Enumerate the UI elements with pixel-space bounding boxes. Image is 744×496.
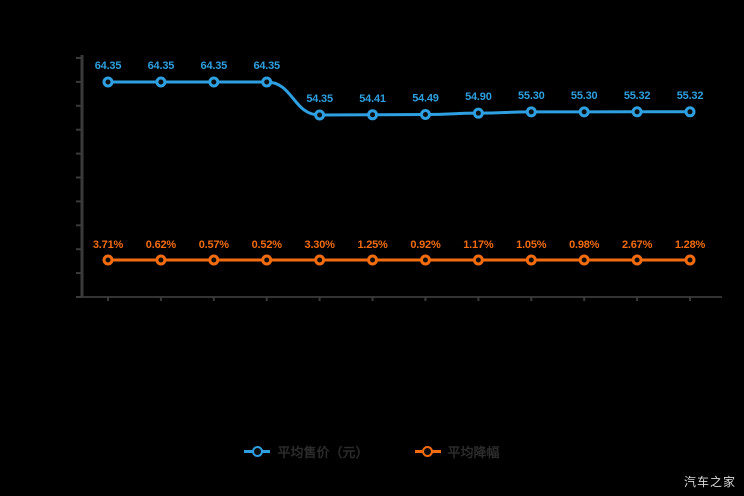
data-point-marker[interactable] <box>208 254 220 266</box>
data-label: 55.30 <box>518 90 545 102</box>
data-point-marker[interactable] <box>684 254 696 266</box>
watermark-autohome: 汽车之家 <box>683 475 736 489</box>
data-label: 1.05% <box>516 239 547 251</box>
data-point-marker[interactable] <box>472 107 484 119</box>
data-point-marker[interactable] <box>314 254 326 266</box>
legend-label-decline: 平均降幅 <box>447 445 500 461</box>
data-point-marker[interactable] <box>631 254 643 266</box>
circle-outline-marker-icon <box>414 444 441 458</box>
data-point-marker[interactable] <box>102 254 114 266</box>
series-layer <box>102 76 696 266</box>
y-axis-ticks <box>76 57 82 298</box>
data-label: 0.62% <box>146 239 177 251</box>
data-point-marker[interactable] <box>472 254 484 266</box>
data-point-marker[interactable] <box>314 109 326 121</box>
chart-axes <box>76 55 722 301</box>
data-label: 1.25% <box>357 239 388 251</box>
data-label: 64.35 <box>253 60 280 72</box>
data-label: 55.30 <box>571 90 598 102</box>
legend-item-price[interactable]: 平均售价（元） <box>244 442 369 461</box>
data-label: 64.35 <box>148 60 175 72</box>
data-label: 0.92% <box>410 239 441 251</box>
x-axis-ticks <box>107 297 691 301</box>
data-point-marker[interactable] <box>367 109 379 121</box>
data-point-marker[interactable] <box>578 106 590 118</box>
data-label: 54.41 <box>359 93 386 105</box>
data-label: 0.57% <box>199 239 230 251</box>
data-label: 0.52% <box>252 239 283 251</box>
data-label: 55.32 <box>624 90 651 102</box>
data-label: 1.17% <box>463 239 494 251</box>
data-point-marker[interactable] <box>419 109 431 121</box>
data-point-marker[interactable] <box>525 106 537 118</box>
circle-outline-marker-icon <box>244 444 271 458</box>
data-point-marker[interactable] <box>525 254 537 266</box>
data-point-marker[interactable] <box>684 106 696 118</box>
data-point-marker[interactable] <box>631 106 643 118</box>
data-label: 3.71% <box>93 239 124 251</box>
data-point-marker[interactable] <box>261 76 273 88</box>
data-point-marker[interactable] <box>102 76 114 88</box>
legend-dot-1 <box>422 445 433 457</box>
legend-item-decline[interactable]: 平均降幅 <box>414 442 500 461</box>
data-label: 1.28% <box>675 239 706 251</box>
data-label: 3.30% <box>305 239 336 251</box>
data-point-marker[interactable] <box>155 76 167 88</box>
data-label: 2.67% <box>622 239 653 251</box>
data-label: 54.49 <box>412 93 439 105</box>
data-point-marker[interactable] <box>578 254 590 266</box>
legend-dot-0 <box>251 445 263 457</box>
data-label: 54.90 <box>465 91 492 103</box>
legend-label-price: 平均售价（元） <box>277 445 369 461</box>
data-point-marker[interactable] <box>419 254 431 266</box>
data-point-marker[interactable] <box>155 254 167 266</box>
data-labels-layer: 64.35 64.35 64.35 64.35 54.35 54.41 54.49 54.90… <box>93 60 706 251</box>
data-label: 0.98% <box>569 239 600 251</box>
data-label: 54.35 <box>306 93 333 105</box>
series-line-blue <box>106 80 692 117</box>
data-label: 55.32 <box>677 90 704 102</box>
data-label: 64.35 <box>95 60 122 72</box>
data-point-marker[interactable] <box>261 254 273 266</box>
data-point-marker[interactable] <box>367 254 379 266</box>
chart-legend: 平均售价（元） 平均降幅 <box>0 436 744 466</box>
data-point-marker[interactable] <box>208 76 220 88</box>
data-label: 64.35 <box>201 60 228 72</box>
